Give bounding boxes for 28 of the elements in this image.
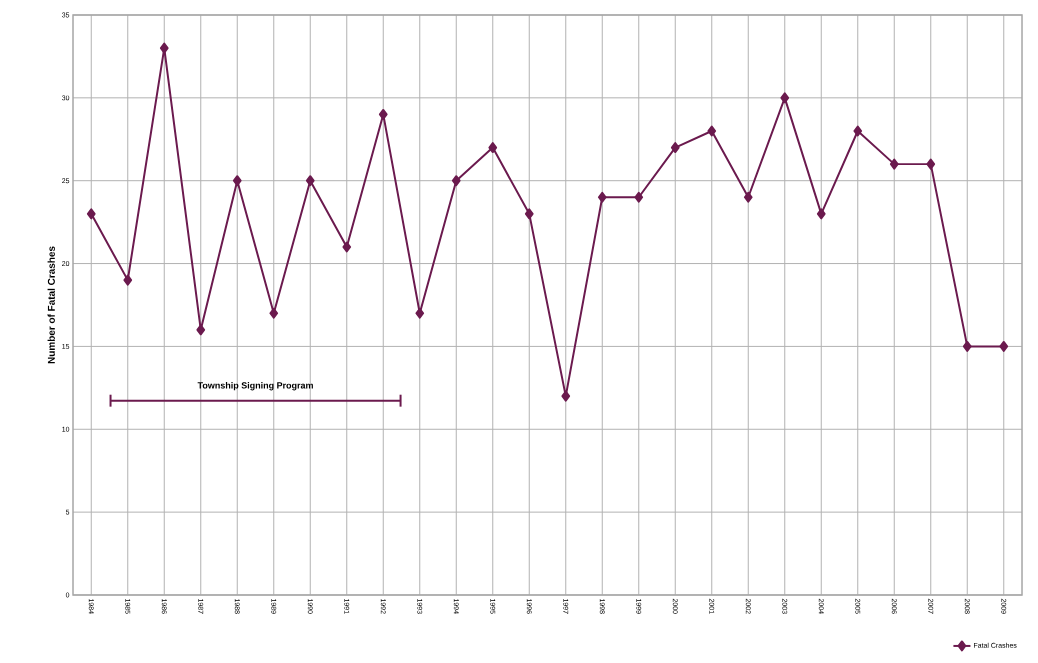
point	[305, 175, 315, 187]
point	[232, 175, 242, 187]
point	[707, 125, 717, 137]
point	[926, 158, 936, 170]
point	[889, 158, 899, 170]
point	[670, 142, 680, 154]
point	[816, 208, 826, 220]
point	[962, 340, 972, 352]
annotation: Township Signing Program	[197, 381, 313, 391]
point	[488, 142, 498, 154]
point	[269, 307, 279, 319]
point	[853, 125, 863, 137]
point	[415, 307, 425, 319]
point	[561, 390, 571, 402]
point	[634, 191, 644, 203]
point	[743, 191, 753, 203]
point	[159, 42, 169, 54]
point	[524, 208, 534, 220]
y-axis-title: Number of Fatal Crashes	[47, 246, 55, 364]
point	[196, 324, 206, 336]
point	[86, 208, 96, 220]
point	[342, 241, 352, 253]
point	[123, 274, 133, 286]
point	[999, 340, 1009, 352]
point	[780, 92, 790, 104]
point	[597, 191, 607, 203]
point	[378, 108, 388, 120]
point	[451, 175, 461, 187]
